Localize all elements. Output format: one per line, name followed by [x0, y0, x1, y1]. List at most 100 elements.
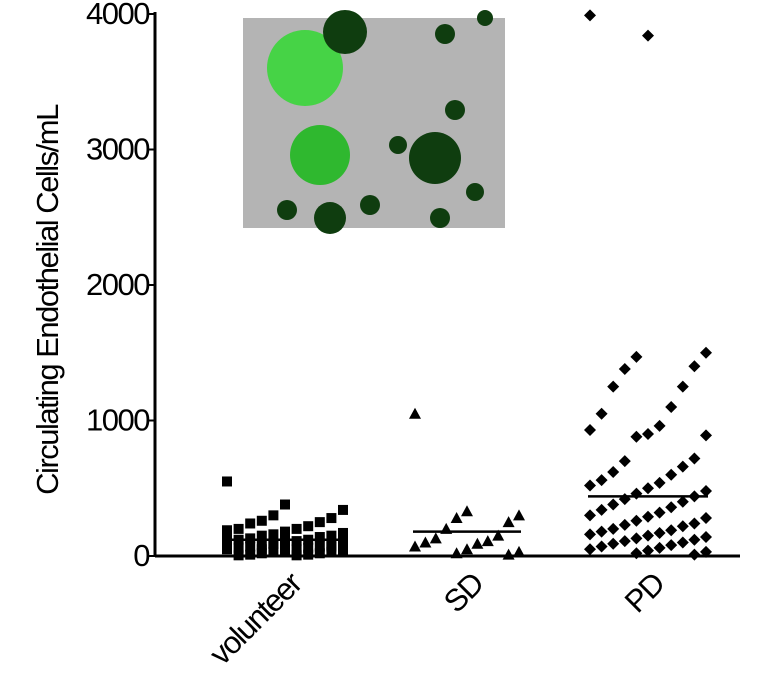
point	[619, 493, 631, 505]
point	[596, 504, 608, 516]
point	[292, 550, 302, 560]
point	[630, 532, 642, 544]
point	[461, 543, 473, 554]
point	[268, 510, 278, 520]
point	[630, 431, 642, 443]
x-tick-label: SD	[437, 566, 490, 619]
point	[654, 542, 666, 554]
point	[338, 536, 348, 546]
point	[619, 519, 631, 531]
point	[280, 500, 290, 510]
point	[280, 546, 290, 556]
point	[245, 550, 255, 560]
y-tick-label: 3000	[86, 132, 150, 167]
point	[419, 536, 431, 547]
point	[338, 546, 348, 556]
point	[513, 509, 525, 520]
point	[596, 526, 608, 538]
point	[409, 408, 421, 419]
point	[677, 536, 689, 548]
point	[607, 381, 619, 393]
point	[503, 549, 515, 560]
point	[654, 527, 666, 539]
point	[451, 512, 463, 523]
point	[234, 524, 244, 534]
point	[700, 531, 712, 543]
point	[642, 428, 654, 440]
point	[654, 507, 666, 519]
point	[584, 9, 596, 21]
point	[654, 477, 666, 489]
point	[677, 461, 689, 473]
point	[584, 528, 596, 540]
y-tick-label: 4000	[86, 0, 150, 31]
point	[222, 544, 232, 554]
point	[630, 351, 642, 363]
point	[280, 533, 290, 543]
point	[503, 516, 515, 527]
point	[700, 429, 712, 441]
y-tick-label: 2000	[86, 267, 150, 302]
point	[665, 469, 677, 481]
point	[688, 549, 700, 561]
point	[642, 30, 654, 42]
point	[584, 480, 596, 492]
inset-image	[243, 10, 505, 234]
point	[665, 524, 677, 536]
point	[700, 347, 712, 359]
point	[268, 529, 278, 539]
point	[607, 538, 619, 550]
point	[292, 524, 302, 534]
point	[461, 505, 473, 516]
point	[303, 521, 313, 531]
point	[326, 513, 336, 523]
point	[315, 548, 325, 558]
point	[607, 523, 619, 535]
point	[677, 381, 689, 393]
point	[607, 499, 619, 511]
point	[257, 544, 267, 554]
point	[688, 452, 700, 464]
x-tick-label: volunteer	[203, 565, 309, 671]
point	[688, 360, 700, 372]
point	[482, 535, 494, 546]
x-tick-label: PD	[618, 566, 671, 619]
point	[665, 501, 677, 513]
point	[245, 518, 255, 528]
point	[326, 542, 336, 552]
point	[596, 408, 608, 420]
point	[654, 420, 666, 432]
point	[257, 516, 267, 526]
point	[303, 550, 313, 560]
y-tick-label: 0	[133, 538, 150, 573]
point	[630, 488, 642, 500]
point	[688, 534, 700, 546]
point	[338, 505, 348, 515]
point	[642, 530, 654, 542]
point	[596, 541, 608, 553]
point	[584, 543, 596, 555]
point	[451, 547, 463, 558]
point	[619, 363, 631, 375]
point	[642, 482, 654, 494]
point	[665, 401, 677, 413]
point	[430, 532, 442, 543]
point	[619, 535, 631, 547]
point	[700, 512, 712, 524]
y-tick-label: 1000	[86, 403, 150, 438]
point	[642, 511, 654, 523]
chart: Circulating Endothelial Cells/mL 0 1000 20…	[0, 0, 761, 679]
point	[688, 517, 700, 529]
point	[677, 520, 689, 532]
point	[665, 539, 677, 551]
point	[471, 538, 483, 549]
point	[630, 515, 642, 527]
y-axis-title: Circulating Endothelial Cells/mL	[30, 104, 65, 495]
point	[596, 474, 608, 486]
point	[584, 509, 596, 521]
point	[234, 550, 244, 560]
point	[222, 476, 232, 486]
point	[315, 517, 325, 527]
point	[409, 541, 421, 552]
point	[619, 455, 631, 467]
